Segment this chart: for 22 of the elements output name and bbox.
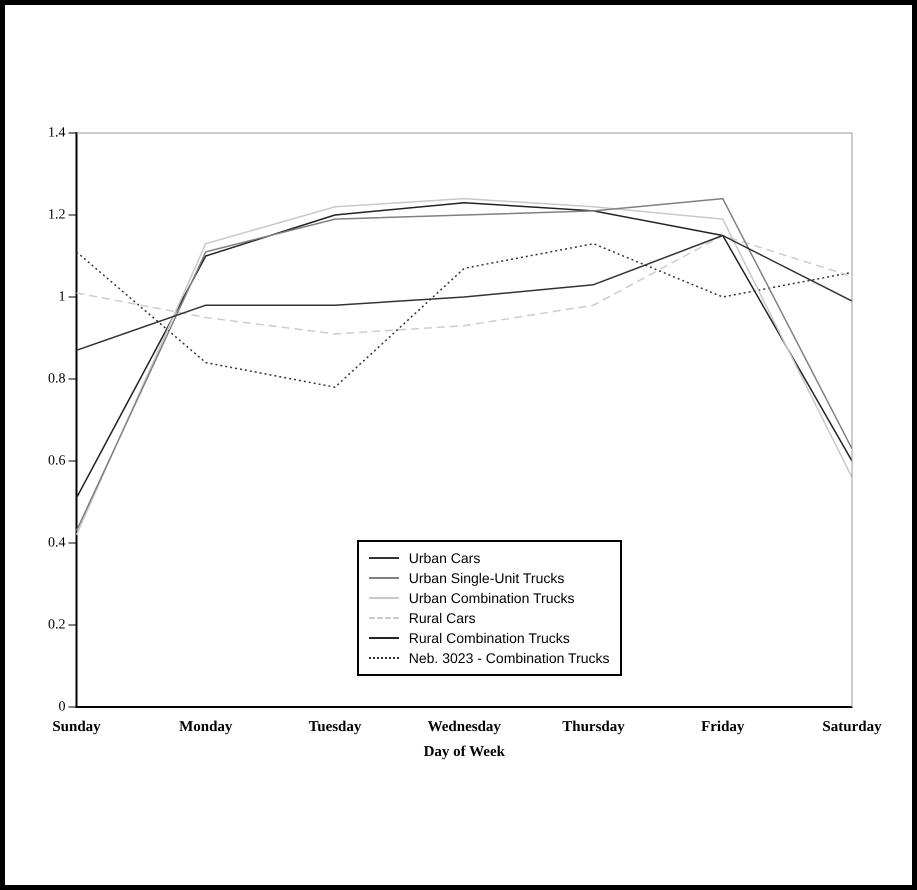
y-tick-label: 0.8 bbox=[48, 372, 66, 387]
legend-label: Rural Cars bbox=[408, 610, 476, 626]
legend-label: Urban Cars bbox=[408, 550, 480, 566]
x-tick-label: Thursday bbox=[562, 718, 626, 735]
y-tick-label: 0.4 bbox=[48, 536, 66, 551]
x-tick-label: Wednesday bbox=[428, 718, 502, 735]
legend-label: Urban Single-Unit Trucks bbox=[408, 570, 564, 586]
legend-label: Neb. 3023 - Combination Trucks bbox=[408, 650, 610, 666]
x-tick-label: Friday bbox=[701, 718, 745, 735]
y-tick-label: 0 bbox=[58, 700, 66, 715]
x-tick-label: Sunday bbox=[52, 718, 102, 735]
y-tick-label: 1 bbox=[58, 290, 66, 305]
y-tick-label: 0.2 bbox=[48, 618, 66, 633]
x-axis-title: Day of Week bbox=[424, 744, 506, 760]
legend-label: Urban Combination Trucks bbox=[408, 590, 574, 606]
x-tick-label: Monday bbox=[179, 718, 233, 735]
legend-label: Rural Combination Trucks bbox=[408, 630, 570, 646]
y-tick-label: 1.2 bbox=[48, 208, 66, 223]
x-tick-label: Tuesday bbox=[308, 718, 362, 735]
y-tick-label: 0.6 bbox=[48, 454, 66, 469]
x-tick-label: Saturday bbox=[822, 718, 882, 735]
y-tick-label: 1.4 bbox=[48, 126, 66, 141]
